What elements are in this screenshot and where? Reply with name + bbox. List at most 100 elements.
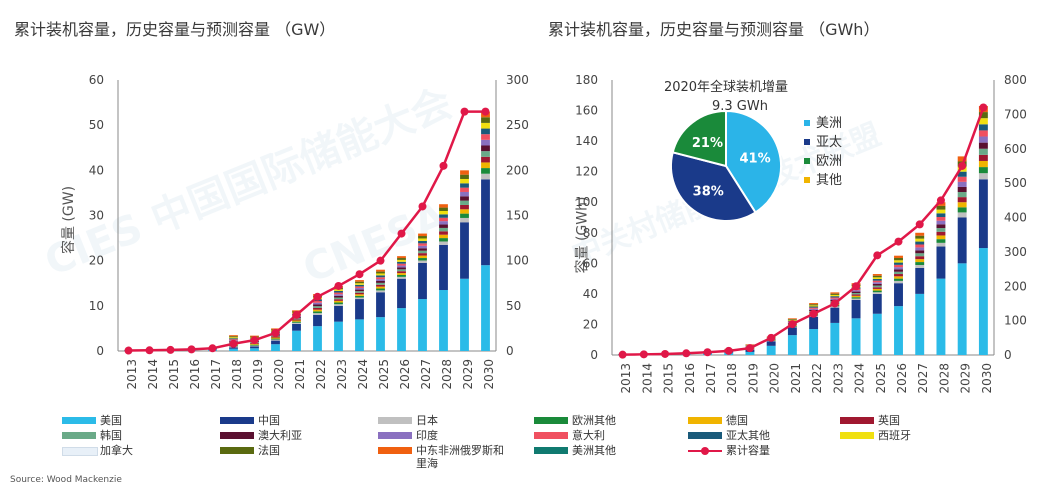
bar-segment (957, 212, 967, 218)
bar-segment (978, 173, 988, 180)
x-tick-label: 2029 (461, 359, 475, 390)
bar-segment (460, 183, 469, 188)
bar-segment (439, 210, 448, 215)
chart-gwh: 0 20 40 60 80 100 120 140 160 180 0 100 200 300 400 500… (575, 73, 1027, 394)
pie-legend-swatch (804, 158, 810, 164)
cumulative-point (639, 350, 648, 359)
x-tick-label: 2027 (419, 359, 433, 390)
bar-segment (229, 336, 238, 338)
bar-segment (809, 303, 819, 305)
bar-segment (355, 286, 364, 288)
bar-segment (418, 238, 427, 241)
cumulative-point (460, 107, 469, 116)
bar-segment (978, 160, 988, 168)
bar-segment (376, 288, 385, 291)
x-tick-label: 2018 (725, 363, 739, 394)
y2-tick-label: 250 (506, 118, 529, 132)
bar-segment (334, 297, 343, 300)
bar-segment (313, 326, 322, 351)
bar-segment (460, 178, 469, 184)
bar-segment (439, 204, 448, 208)
bar-segment (481, 122, 490, 129)
legend-label: 德国 (726, 414, 748, 427)
bar-segment (851, 318, 861, 355)
bar-segment (418, 253, 427, 256)
bar-segment (355, 281, 364, 284)
bar-segment (313, 307, 322, 310)
bar-segment (936, 239, 946, 243)
bar-segment (809, 316, 819, 330)
bar-segment (957, 207, 967, 213)
legend-swatch (534, 417, 568, 424)
bar-segment (460, 278, 469, 351)
bar-segment (872, 274, 882, 276)
cumulative-point (873, 251, 882, 260)
bar-segment (936, 242, 946, 247)
y2-tick-label: 150 (506, 209, 529, 223)
bar-segment (355, 283, 364, 285)
bar-segment (851, 292, 861, 295)
pie-legend-label: 美洲 (816, 116, 842, 131)
bar-segment (292, 320, 301, 322)
x-tick-label: 2027 (916, 363, 930, 394)
bar-segment (787, 327, 797, 336)
legend-label: 法国 (258, 444, 280, 457)
x-tick-label: 2016 (188, 359, 202, 390)
bar-segment (787, 335, 797, 355)
legend-swatch (534, 447, 568, 454)
cumulative-point (208, 344, 217, 353)
legend-label: 美国 (100, 414, 122, 427)
bar-segment (936, 231, 946, 236)
bar-segment (292, 321, 301, 323)
bar-segment (481, 168, 490, 174)
bar-segment (957, 186, 967, 193)
bar-segment (978, 179, 988, 249)
bar-segment (745, 351, 755, 355)
legend-swatch (688, 432, 722, 439)
bar-segment (397, 271, 406, 274)
bar-segment (481, 156, 490, 163)
bar-segment (439, 244, 448, 291)
legend-label: 英国 (878, 414, 900, 427)
bar-segment (229, 348, 238, 351)
bar-segment (936, 216, 946, 221)
cumulative-point (292, 310, 301, 319)
bar-segment (250, 335, 259, 337)
bar-segment (397, 267, 406, 270)
legend-label: 加拿大 (100, 444, 133, 457)
x-tick-label: 2029 (959, 363, 973, 394)
bar-segment (355, 297, 364, 300)
y-tick-label: 80 (583, 226, 598, 240)
cumulative-point (724, 346, 733, 355)
legend-label: 印度 (416, 429, 438, 442)
y2-tick-label: 50 (506, 299, 521, 313)
x-tick-label: 2021 (789, 363, 803, 394)
bar-segment (334, 290, 343, 293)
bar-segment (481, 179, 490, 266)
bar-segment (460, 196, 469, 201)
bar-segment (376, 271, 385, 274)
bar-segment (271, 339, 280, 341)
bar-segment (418, 250, 427, 254)
bar-segment (851, 300, 861, 319)
bar-segment (334, 321, 343, 351)
bar-segment (229, 335, 238, 337)
bar-segment (355, 295, 364, 298)
x-tick-label: 2021 (293, 359, 307, 390)
bar-segment (334, 305, 343, 322)
chart-title-gw: 累计装机容量，历史容量与预测容量 （GW） (14, 20, 336, 39)
bar-segment (872, 313, 882, 355)
bar-segment (355, 291, 364, 293)
bar-segment (292, 330, 301, 351)
bar-segment (439, 217, 448, 222)
bar-segment (334, 304, 343, 306)
bar-segment (872, 290, 882, 293)
bar-segment (915, 264, 925, 268)
bar-segment (957, 192, 967, 198)
bar-segment (481, 173, 490, 180)
bar-segment (830, 294, 840, 297)
bar-segment (460, 170, 469, 175)
bar-segment (957, 263, 967, 355)
bar-segment (418, 262, 427, 300)
bar-segment (957, 171, 967, 177)
